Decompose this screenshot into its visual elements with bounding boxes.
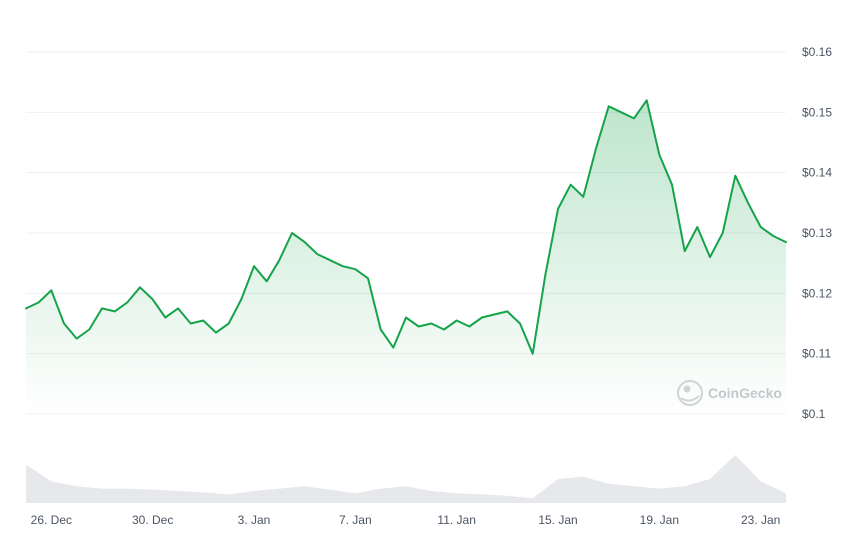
- y-tick-label: $0.14: [802, 166, 832, 180]
- x-tick-label: 26. Dec: [31, 513, 72, 527]
- x-tick-label: 3. Jan: [238, 513, 271, 527]
- x-tick-label: 19. Jan: [640, 513, 679, 527]
- price-area-fill: [26, 100, 786, 415]
- coingecko-logo-icon: [677, 380, 703, 406]
- watermark-label: CoinGecko: [708, 385, 782, 401]
- coingecko-watermark: CoinGecko: [677, 380, 782, 406]
- x-tick-label: 30. Dec: [132, 513, 173, 527]
- price-line: [25, 99, 787, 355]
- y-axis-tick-labels: $0.1 $0.11 $0.12 $0.13 $0.14 $0.15 $0.16: [802, 45, 832, 421]
- y-tick-label: $0.15: [802, 105, 832, 119]
- y-tick-label: $0.13: [802, 226, 832, 240]
- y-tick-label: $0.1: [802, 407, 826, 421]
- volume-area: [26, 455, 786, 503]
- x-tick-label: 15. Jan: [538, 513, 577, 527]
- y-tick-label: $0.11: [802, 347, 831, 361]
- y-tick-label: $0.16: [802, 45, 832, 59]
- x-tick-label: 11. Jan: [437, 513, 475, 527]
- y-tick-label: $0.12: [802, 286, 832, 300]
- x-axis-tick-labels: 26. Dec 30. Dec 3. Jan 7. Jan 11. Jan 15. Jan…: [31, 513, 781, 527]
- x-tick-label: 23. Jan: [741, 513, 780, 527]
- volume-bars: [26, 455, 786, 503]
- x-tick-label: 7. Jan: [339, 513, 372, 527]
